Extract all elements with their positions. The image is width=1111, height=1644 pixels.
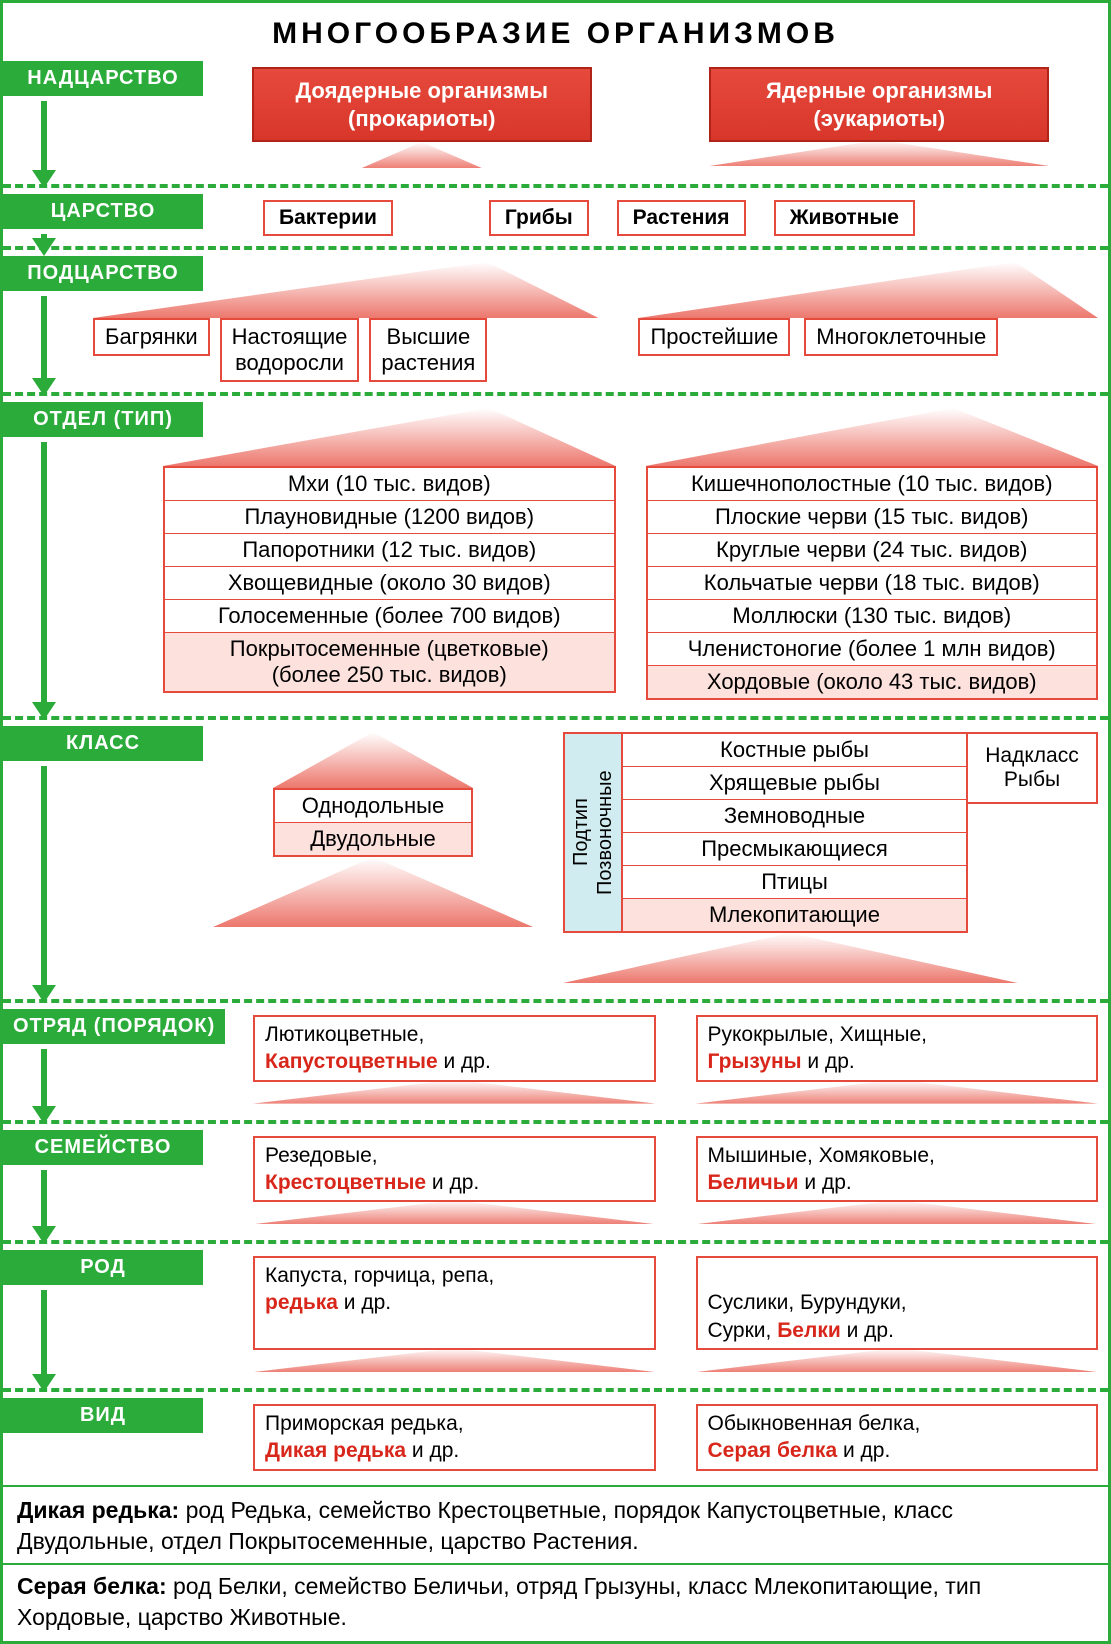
level-family: СЕМЕЙСТВО Резедовые, Крестоцветные и др.…	[3, 1130, 1108, 1235]
level-superkingdom: НАДЦАРСТВО Доядерные организмы (прокарио…	[3, 61, 1108, 178]
genus-animals: Суслики, Бурундуки, Сурки, Белки и др.	[696, 1256, 1099, 1350]
level-subkingdom: ПОДЦАРСТВО Багрянки Настоящие водоросли …	[3, 256, 1108, 386]
list-item: Моллюски (130 тыс. видов)	[648, 600, 1097, 633]
family-plants: Резедовые, Крестоцветные и др.	[253, 1136, 656, 1203]
rank-family: СЕМЕЙСТВО	[3, 1130, 203, 1165]
arrow-down-icon	[35, 1170, 53, 1245]
list-item: Хвощевидные (около 30 видов)	[165, 567, 614, 600]
arrow-down-icon	[35, 296, 53, 396]
rank-subkingdom: ПОДЦАРСТВО	[3, 256, 203, 291]
order-plants: Лютикоцветные, Капустоцветные и др.	[253, 1015, 656, 1082]
rank-class: КЛАСС	[3, 726, 203, 761]
list-item: Покрытосеменные (цветковые) (более 250 т…	[165, 633, 614, 691]
subkingdom-item: Многоклеточные	[804, 318, 998, 356]
division-plants-list: Мхи (10 тыс. видов)Плауновидные (1200 ви…	[163, 466, 616, 693]
rank-division: ОТДЕЛ (ТИП)	[3, 402, 203, 437]
rank-species: ВИД	[3, 1398, 203, 1433]
list-item: Плауновидные (1200 видов)	[165, 501, 614, 534]
species-plants: Приморская редька, Дикая редька и др.	[253, 1404, 656, 1471]
footer-line-1: Дикая редька: род Редька, семейство Крес…	[17, 1495, 1094, 1557]
arrow-down-icon	[35, 1290, 53, 1392]
subkingdom-item: Настоящие водоросли	[220, 318, 360, 382]
subtype-badge: Подтип Позвоночные	[563, 732, 623, 933]
kingdom-item: Бактерии	[263, 200, 393, 236]
list-item: Птицы	[623, 866, 966, 899]
list-item: Плоские черви (15 тыс. видов)	[648, 501, 1097, 534]
level-class: КЛАСС Однодольные Двудольные Подтип Позв…	[3, 726, 1108, 993]
rank-genus: РОД	[3, 1250, 203, 1285]
box-eukaryotes: Ядерные организмы (эукариоты)	[709, 67, 1049, 142]
kingdom-item: Растения	[617, 200, 746, 236]
class-animals-list: Костные рыбыХрящевые рыбыЗемноводныеПрес…	[623, 732, 968, 933]
list-item: Круглые черви (24 тыс. видов)	[648, 534, 1097, 567]
arrow-down-icon	[35, 234, 53, 256]
list-item: Кольчатые черви (18 тыс. видов)	[648, 567, 1097, 600]
class-item: Однодольные	[275, 790, 471, 823]
list-item: Папоротники (12 тыс. видов)	[165, 534, 614, 567]
superclass-badge: Надкласс Рыбы	[968, 732, 1098, 804]
level-division: ОТДЕЛ (ТИП) Мхи (10 тыс. видов)Плауновид…	[3, 402, 1108, 710]
level-genus: РОД Капуста, горчица, репа, редька и др.…	[3, 1250, 1108, 1382]
list-item: Земноводные	[623, 800, 966, 833]
subkingdom-item: Высшие растения	[369, 318, 487, 382]
list-item: Млекопитающие	[623, 899, 966, 931]
class-item: Двудольные	[275, 823, 471, 855]
footer-line-2: Серая белка: род Белки, семейство Беличь…	[17, 1571, 1094, 1633]
kingdom-item: Грибы	[489, 200, 589, 236]
rank-superkingdom: НАДЦАРСТВО	[3, 61, 203, 96]
level-kingdom: ЦАРСТВО Бактерии Грибы Растения Животные	[3, 194, 1108, 246]
list-item: Мхи (10 тыс. видов)	[165, 468, 614, 501]
level-species: ВИД Приморская редька, Дикая редька и др…	[3, 1398, 1108, 1485]
footer: Дикая редька: род Редька, семейство Крес…	[3, 1485, 1108, 1641]
genus-plants: Капуста, горчица, репа, редька и др.	[253, 1256, 656, 1350]
list-item: Членистоногие (более 1 млн видов)	[648, 633, 1097, 666]
box-prokaryotes: Доядерные организмы (прокариоты)	[252, 67, 592, 142]
arrow-down-icon	[35, 101, 53, 188]
subkingdom-item: Багрянки	[93, 318, 210, 356]
family-animals: Мышиные, Хомяковые, Беличьи и др.	[696, 1136, 1099, 1203]
species-animals: Обыкновенная белка, Серая белка и др.	[696, 1404, 1099, 1471]
list-item: Кишечнополостные (10 тыс. видов)	[648, 468, 1097, 501]
kingdom-item: Животные	[774, 200, 915, 236]
list-item: Хордовые (около 43 тыс. видов)	[648, 666, 1097, 698]
list-item: Голосеменные (более 700 видов)	[165, 600, 614, 633]
diagram-frame: МНОГООБРАЗИЕ ОРГАНИЗМОВ НАДЦАРСТВО Дояде…	[0, 0, 1111, 1644]
list-item: Пресмыкающиеся	[623, 833, 966, 866]
rank-kingdom: ЦАРСТВО	[3, 194, 203, 229]
level-order: ОТРЯД (ПОРЯДОК) Лютикоцветные, Капустоцв…	[3, 1009, 1108, 1114]
list-item: Костные рыбы	[623, 734, 966, 767]
arrow-down-icon	[35, 766, 53, 1003]
division-animals-list: Кишечнополостные (10 тыс. видов)Плоские …	[646, 466, 1099, 700]
list-item: Хрящевые рыбы	[623, 767, 966, 800]
order-animals: Рукокрылые, Хищные, Грызуны и др.	[696, 1015, 1099, 1082]
subkingdom-item: Простейшие	[638, 318, 790, 356]
arrow-down-icon	[35, 442, 53, 720]
page-title: МНОГООБРАЗИЕ ОРГАНИЗМОВ	[3, 3, 1108, 61]
arrow-down-icon	[35, 1049, 53, 1124]
rank-order: ОТРЯД (ПОРЯДОК)	[3, 1009, 225, 1044]
